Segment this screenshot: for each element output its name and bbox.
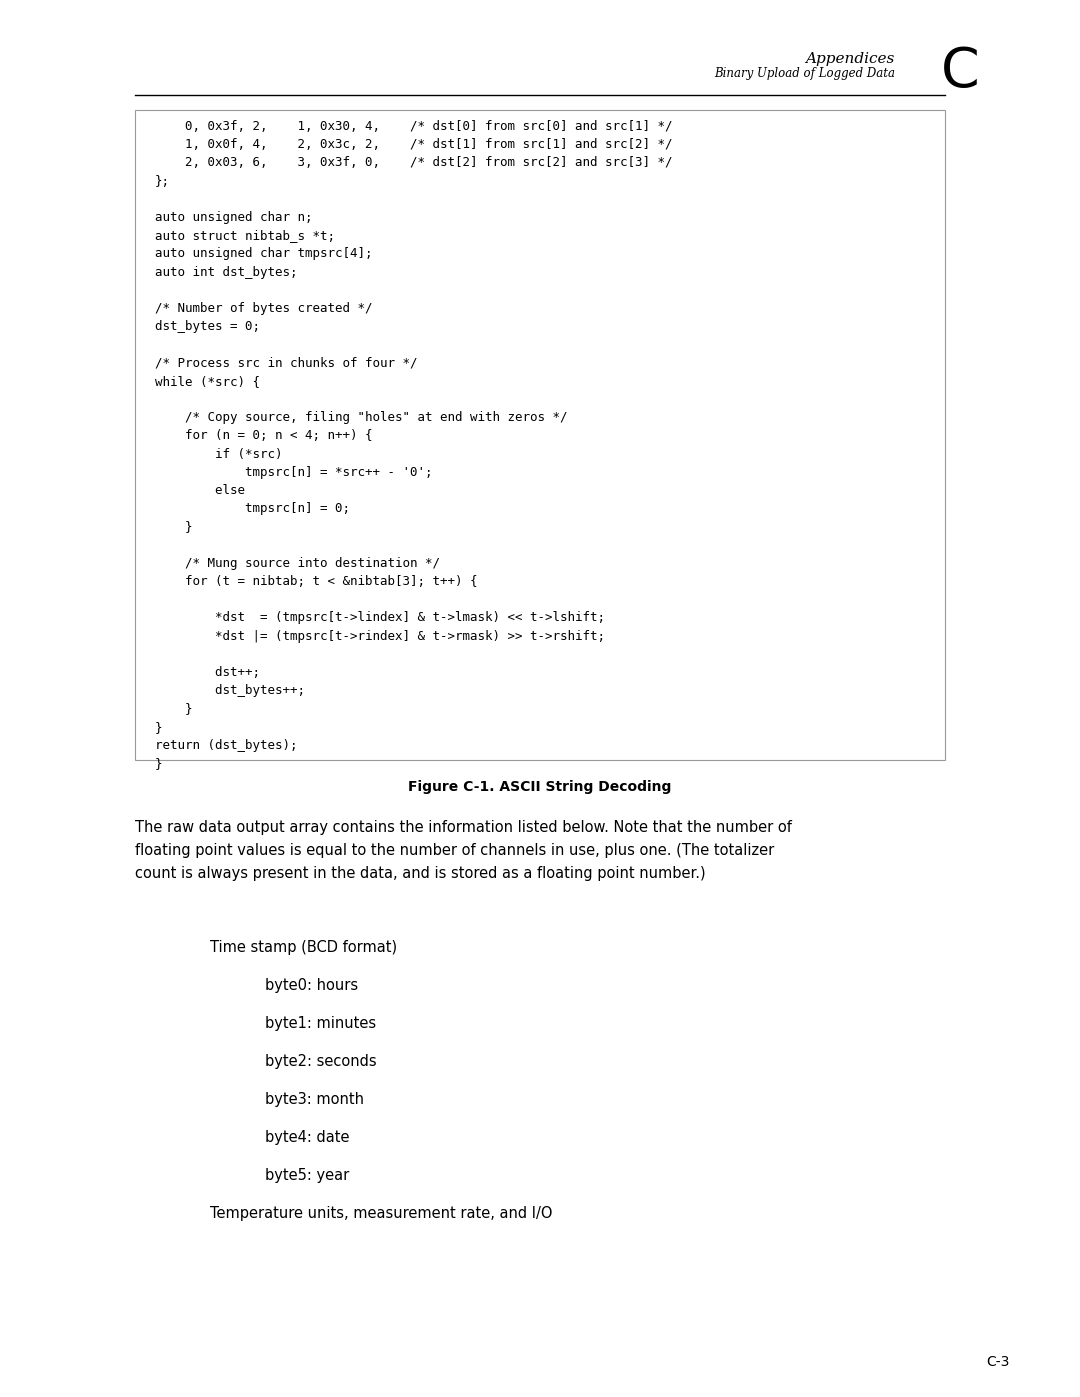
Text: /* Copy source, filing "holes" at end with zeros */: /* Copy source, filing "holes" at end wi… — [156, 411, 567, 425]
Text: for (t = nibtab; t < &nibtab[3]; t++) {: for (t = nibtab; t < &nibtab[3]; t++) { — [156, 576, 477, 588]
Text: count is always present in the data, and is stored as a floating point number.): count is always present in the data, and… — [135, 866, 705, 882]
Text: *dst |= (tmpsrc[t->rindex] & t->rmask) >> t->rshift;: *dst |= (tmpsrc[t->rindex] & t->rmask) >… — [156, 630, 605, 643]
Text: The raw data output array contains the information listed below. Note that the n: The raw data output array contains the i… — [135, 820, 792, 835]
Text: 0, 0x3f, 2,    1, 0x30, 4,    /* dst[0] from src[0] and src[1] */: 0, 0x3f, 2, 1, 0x30, 4, /* dst[0] from s… — [156, 120, 673, 133]
Text: 1, 0x0f, 4,    2, 0x3c, 2,    /* dst[1] from src[1] and src[2] */: 1, 0x0f, 4, 2, 0x3c, 2, /* dst[1] from s… — [156, 138, 673, 151]
Text: auto int dst_bytes;: auto int dst_bytes; — [156, 265, 297, 278]
Text: /* Mung source into destination */: /* Mung source into destination */ — [156, 557, 440, 570]
Text: tmpsrc[n] = *src++ - '0';: tmpsrc[n] = *src++ - '0'; — [156, 465, 432, 479]
Text: /* Number of bytes created */: /* Number of bytes created */ — [156, 302, 373, 314]
Text: dst_bytes++;: dst_bytes++; — [156, 685, 305, 697]
Text: 2, 0x03, 6,    3, 0x3f, 0,    /* dst[2] from src[2] and src[3] */: 2, 0x03, 6, 3, 0x3f, 0, /* dst[2] from s… — [156, 156, 673, 169]
Text: byte2: seconds: byte2: seconds — [265, 1053, 377, 1069]
Text: }: } — [156, 757, 162, 770]
Text: }: } — [156, 703, 192, 715]
Text: Appendices: Appendices — [806, 52, 895, 66]
Text: }: } — [156, 721, 162, 733]
Bar — [135, 110, 945, 760]
Text: for (n = 0; n < 4; n++) {: for (n = 0; n < 4; n++) { — [156, 429, 373, 443]
Text: byte5: year: byte5: year — [265, 1168, 349, 1183]
Text: dst++;: dst++; — [156, 666, 260, 679]
Text: };: }; — [156, 175, 170, 187]
Text: Temperature units, measurement rate, and I/O: Temperature units, measurement rate, and… — [210, 1206, 553, 1221]
Text: auto unsigned char tmpsrc[4];: auto unsigned char tmpsrc[4]; — [156, 247, 373, 260]
Text: C-3: C-3 — [987, 1355, 1010, 1369]
Text: C: C — [941, 45, 980, 99]
Text: dst_bytes = 0;: dst_bytes = 0; — [156, 320, 260, 334]
Text: byte3: month: byte3: month — [265, 1092, 364, 1106]
Text: Figure C-1. ASCII String Decoding: Figure C-1. ASCII String Decoding — [408, 780, 672, 793]
Text: Time stamp (BCD format): Time stamp (BCD format) — [210, 940, 397, 956]
Text: auto struct nibtab_s *t;: auto struct nibtab_s *t; — [156, 229, 335, 242]
Text: byte0: hours: byte0: hours — [265, 978, 359, 993]
Text: tmpsrc[n] = 0;: tmpsrc[n] = 0; — [156, 502, 350, 515]
Text: }: } — [156, 521, 192, 534]
Text: Binary Upload of Logged Data: Binary Upload of Logged Data — [714, 67, 895, 80]
Text: /* Process src in chunks of four */: /* Process src in chunks of four */ — [156, 356, 418, 370]
Text: *dst  = (tmpsrc[t->lindex] & t->lmask) << t->lshift;: *dst = (tmpsrc[t->lindex] & t->lmask) <<… — [156, 612, 605, 624]
Text: if (*src): if (*src) — [156, 447, 283, 461]
Text: return (dst_bytes);: return (dst_bytes); — [156, 739, 297, 752]
Text: floating point values is equal to the number of channels in use, plus one. (The : floating point values is equal to the nu… — [135, 842, 774, 858]
Text: while (*src) {: while (*src) { — [156, 374, 260, 388]
Text: byte4: date: byte4: date — [265, 1130, 350, 1146]
Text: byte1: minutes: byte1: minutes — [265, 1016, 376, 1031]
Text: else: else — [156, 483, 245, 497]
Text: auto unsigned char n;: auto unsigned char n; — [156, 211, 312, 224]
